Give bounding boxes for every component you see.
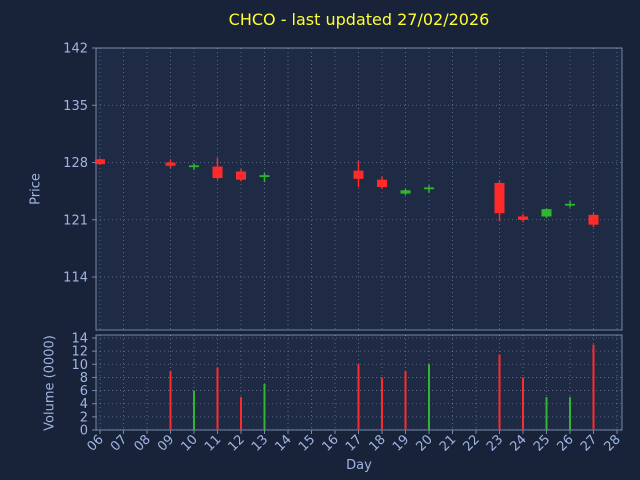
x-tick-label: 07: [108, 432, 130, 454]
volume-bar: [263, 384, 266, 430]
x-tick-label: 12: [226, 432, 248, 454]
volume-bar: [240, 397, 242, 430]
price-tick-label: 114: [63, 271, 88, 286]
x-tick-label: 14: [273, 432, 295, 454]
price-tick-label: 135: [63, 99, 88, 114]
x-tick-label: 22: [461, 432, 483, 454]
x-tick-label: 28: [602, 432, 624, 454]
candle-body: [494, 182, 505, 214]
candle-body: [400, 190, 411, 194]
x-axis-label: Day: [346, 458, 372, 473]
volume-bar: [216, 367, 219, 430]
candle-body: [353, 170, 364, 179]
volume-tick-label: 14: [71, 332, 88, 347]
x-tick-label: 24: [508, 432, 530, 454]
volume-bar: [428, 364, 430, 430]
volume-tick-label: 4: [80, 397, 88, 412]
volume-bar: [169, 370, 172, 430]
price-tick-label: 142: [63, 42, 88, 57]
volume-bar: [381, 377, 383, 430]
price-tick-label: 121: [63, 213, 88, 228]
volume-bar: [545, 397, 548, 430]
volume-tick-label: 12: [71, 345, 88, 360]
candle-body: [588, 214, 599, 225]
x-tick-label: 08: [132, 432, 154, 454]
price-panel: [95, 47, 623, 331]
x-tick-label: 17: [343, 432, 365, 454]
x-tick-label: 11: [202, 432, 224, 454]
chart-title: CHCO - last updated 27/02/2026: [228, 10, 490, 29]
volume-tick-label: 10: [71, 358, 88, 373]
candle-body: [259, 175, 270, 177]
candle-body: [541, 209, 552, 217]
volume-tick-label: 6: [80, 384, 88, 399]
candle-body: [212, 166, 223, 179]
volume-bar: [498, 354, 501, 430]
volume-bar: [592, 344, 595, 430]
x-tick-label: 20: [414, 432, 436, 454]
x-tick-label: 23: [484, 432, 506, 454]
x-tick-label: 27: [578, 432, 600, 454]
x-tick-label: 15: [296, 432, 318, 454]
candle-body: [377, 179, 387, 188]
x-tick-label: 21: [437, 432, 459, 454]
volume-bar: [522, 377, 524, 430]
candle-body: [95, 159, 105, 165]
candle-body: [518, 216, 528, 220]
candle-body: [165, 162, 176, 166]
candle-body: [565, 203, 575, 206]
volume-tick-label: 2: [80, 410, 88, 425]
volume-tick-label: 8: [80, 371, 88, 386]
x-tick-label: 26: [555, 432, 577, 454]
x-tick-label: 13: [249, 432, 271, 454]
volume-bar: [357, 364, 360, 430]
volume-bar: [569, 397, 571, 430]
candle-body: [424, 187, 434, 190]
x-tick-label: 25: [531, 432, 553, 454]
volume-bar: [193, 390, 195, 430]
volume-bar: [404, 370, 407, 430]
x-tick-label: 16: [320, 432, 342, 454]
price-tick-label: 128: [63, 156, 88, 171]
candle-body: [189, 165, 199, 168]
x-tick-label: 18: [367, 432, 389, 454]
candle-body: [236, 171, 246, 180]
x-tick-label: 19: [390, 432, 412, 454]
volume-tick-label: 0: [80, 424, 88, 439]
x-tick-label: 09: [155, 432, 177, 454]
x-tick-label: 10: [179, 432, 201, 454]
